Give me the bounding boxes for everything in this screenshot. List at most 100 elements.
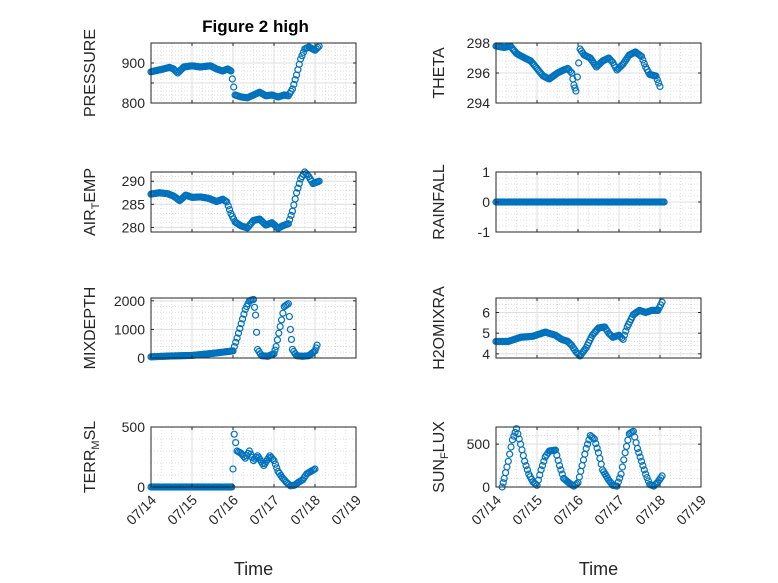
data-point bbox=[660, 198, 668, 206]
data-point bbox=[506, 450, 514, 458]
data-point bbox=[283, 301, 291, 309]
data-point bbox=[315, 177, 323, 185]
data-point bbox=[287, 335, 296, 344]
series-0 bbox=[492, 42, 664, 95]
data-point bbox=[622, 327, 630, 335]
data-point bbox=[652, 72, 660, 80]
data-point bbox=[292, 189, 301, 197]
data-point bbox=[250, 303, 259, 311]
data-point bbox=[237, 320, 245, 328]
data-point bbox=[639, 461, 647, 470]
data-point bbox=[270, 457, 278, 465]
series-0 bbox=[147, 42, 323, 102]
data-point bbox=[294, 184, 302, 192]
data-point bbox=[230, 83, 238, 91]
series-0 bbox=[492, 298, 666, 360]
data-point bbox=[538, 461, 547, 470]
subplot-pressure: 800 900 PRESSURE Figure 2 high bbox=[82, 17, 357, 117]
data-point bbox=[555, 461, 564, 470]
series-0 bbox=[147, 168, 323, 232]
data-point bbox=[658, 298, 666, 306]
data-point bbox=[637, 52, 646, 61]
data-point bbox=[240, 310, 248, 318]
axes-box bbox=[150, 171, 357, 233]
data-point bbox=[643, 473, 651, 482]
subplot-rainfall: -1 0 1 RAINFALL bbox=[431, 164, 702, 240]
data-point bbox=[521, 457, 529, 465]
subplot-air: 280 285 290 AIRTEMP bbox=[82, 168, 357, 236]
figure-title: Figure 2 high bbox=[202, 17, 309, 36]
data-point bbox=[640, 466, 648, 474]
data-point bbox=[298, 52, 306, 60]
data-point bbox=[499, 479, 507, 487]
data-point bbox=[234, 329, 243, 337]
data-point bbox=[224, 202, 232, 210]
data-point bbox=[639, 56, 647, 64]
data-point bbox=[252, 328, 261, 336]
data-point bbox=[284, 220, 292, 228]
y-axis-label: MIXDEPTH bbox=[82, 287, 99, 370]
data-point bbox=[286, 325, 294, 334]
data-point bbox=[313, 341, 321, 349]
y-axis-label: SUNFLUX bbox=[431, 421, 451, 493]
data-point bbox=[537, 466, 545, 474]
data-point bbox=[223, 198, 231, 206]
data-point bbox=[236, 324, 244, 333]
axes-box bbox=[150, 42, 357, 104]
data-point bbox=[637, 457, 646, 465]
data-point bbox=[229, 347, 237, 355]
y-tick-label: 1000 bbox=[114, 321, 145, 337]
x-axis-label: Time bbox=[579, 559, 618, 579]
data-point bbox=[276, 322, 284, 331]
y-tick-label: 296 bbox=[467, 65, 491, 81]
data-point bbox=[636, 453, 644, 461]
y-tick-label: 2000 bbox=[114, 293, 145, 309]
data-point bbox=[589, 434, 597, 442]
data-point bbox=[314, 43, 322, 52]
data-point bbox=[620, 331, 629, 339]
data-point bbox=[225, 206, 234, 214]
data-point bbox=[288, 85, 297, 93]
y-tick-label: 5 bbox=[482, 325, 490, 341]
y-tick-label: 500 bbox=[122, 419, 146, 435]
data-point bbox=[593, 444, 601, 452]
axes-box bbox=[495, 297, 702, 359]
data-point bbox=[271, 460, 279, 468]
y-tick-label: 0 bbox=[137, 479, 145, 495]
data-point bbox=[655, 79, 663, 87]
data-point bbox=[295, 179, 303, 188]
y-tick-label: 280 bbox=[122, 219, 146, 235]
y-axis-label: AIRTEMP bbox=[82, 168, 102, 236]
y-tick-label: 0 bbox=[137, 350, 145, 366]
data-point bbox=[618, 463, 627, 471]
data-point bbox=[575, 59, 583, 67]
data-point bbox=[523, 466, 532, 474]
axes-box bbox=[495, 426, 702, 488]
x-axis-label: Time bbox=[234, 559, 273, 579]
data-point bbox=[228, 75, 236, 83]
data-point bbox=[508, 436, 517, 444]
series-0 bbox=[492, 198, 668, 206]
data-point bbox=[273, 464, 281, 472]
data-point bbox=[232, 439, 240, 447]
data-point bbox=[279, 309, 287, 317]
data-point bbox=[252, 453, 260, 461]
data-point bbox=[573, 73, 581, 81]
data-point bbox=[273, 336, 282, 344]
y-tick-label: 800 bbox=[122, 95, 146, 111]
subplot-theta: 294 296 298 THETA bbox=[431, 35, 702, 111]
data-point bbox=[620, 456, 628, 464]
y-axis-label: THETA bbox=[431, 47, 448, 99]
data-point bbox=[230, 430, 238, 438]
data-point bbox=[572, 87, 580, 95]
subplot-mixdepth: 0 1000 2000 MIXDEPTH bbox=[82, 287, 357, 370]
data-point bbox=[286, 215, 294, 224]
y-tick-label: 0 bbox=[482, 194, 490, 210]
data-point bbox=[271, 346, 279, 354]
data-point bbox=[592, 439, 600, 448]
y-tick-label: 4 bbox=[482, 346, 490, 362]
data-point bbox=[290, 80, 298, 88]
data-point bbox=[507, 443, 515, 451]
data-point bbox=[614, 478, 622, 486]
